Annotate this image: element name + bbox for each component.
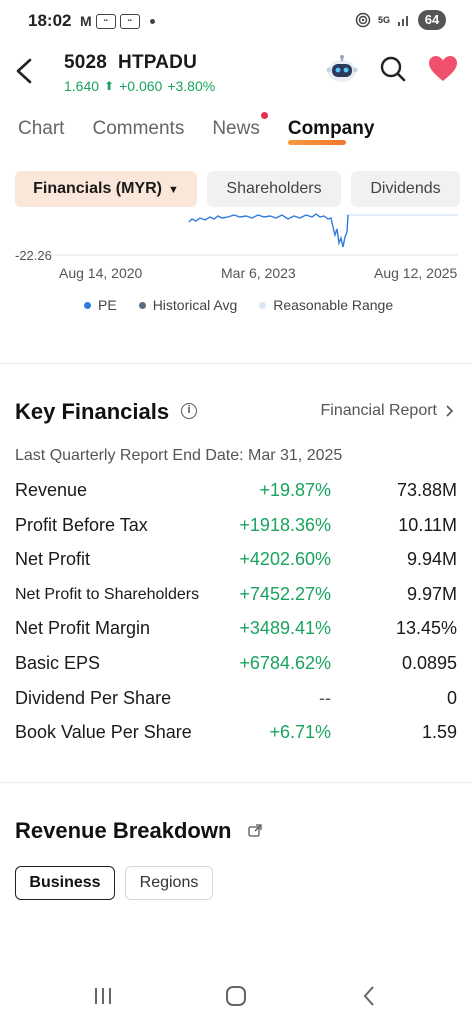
table-row[interactable]: Book Value Per Share +6.71% 1.59 xyxy=(15,722,457,743)
key-financials-table: Revenue +19.87% 73.88M Profit Before Tax… xyxy=(15,472,457,749)
main-tabs: Chart Comments News Company xyxy=(18,112,374,145)
pe-chart-plot xyxy=(15,213,458,256)
financial-report-link[interactable]: Financial Report xyxy=(321,402,455,420)
status-time: 18:02 xyxy=(28,11,72,30)
stock-header: 5028 HTPADU 1.640 ⬆ +0.060 +3.80% xyxy=(0,44,472,100)
stock-price: 1.640 xyxy=(64,78,100,94)
shareholders-chip[interactable]: Shareholders xyxy=(207,171,341,207)
stock-change: +0.060 xyxy=(119,78,163,94)
tab-chart[interactable]: Chart xyxy=(18,118,65,139)
home-icon xyxy=(226,986,246,1006)
legend-dot-icon xyxy=(259,301,267,309)
pe-chart: -22.26 Aug 14, 2020 Mar 6, 2023 Aug 12, … xyxy=(0,207,472,327)
battery-level: 64 xyxy=(418,10,446,30)
legend-item-historical-avg[interactable]: Historical Avg xyxy=(138,297,237,313)
table-row[interactable]: Net Profit Margin +3489.41% 13.45% xyxy=(15,618,457,639)
x-axis-tick: Aug 14, 2020 xyxy=(59,265,143,281)
section-divider xyxy=(0,782,472,783)
legend-dot-icon xyxy=(84,301,91,309)
up-arrow-icon: ⬆ xyxy=(104,79,115,93)
system-back-button[interactable] xyxy=(354,983,384,1009)
notification-icons: M ▪▪ ▪▪ xyxy=(80,13,155,29)
recent-apps-icon xyxy=(95,988,111,1004)
legend-dot-icon xyxy=(138,301,146,309)
active-tab-indicator xyxy=(287,140,346,145)
table-row[interactable]: Net Profit +4202.60% 9.94M xyxy=(15,549,457,570)
table-row[interactable]: Revenue +19.87% 73.88M xyxy=(15,480,457,500)
search-icon xyxy=(380,56,406,82)
header-actions xyxy=(326,54,458,84)
report-end-date: Last Quarterly Report End Date: Mar 31, … xyxy=(15,447,343,464)
mail-notification-icon: M xyxy=(80,13,92,29)
revenue-breakdown-title: Revenue Breakdown xyxy=(15,818,232,843)
table-row[interactable]: Dividend Per Share -- 0 xyxy=(15,687,457,708)
back-icon xyxy=(16,58,32,84)
financials-currency-dropdown[interactable]: Financials (MYR) ▼ xyxy=(15,171,197,207)
info-icon[interactable]: i xyxy=(181,403,197,419)
back-chevron-icon xyxy=(363,986,374,1006)
back-button[interactable] xyxy=(12,54,38,88)
y-axis-tick: -22.26 xyxy=(15,248,52,263)
business-chip[interactable]: Business xyxy=(15,866,115,900)
stock-code: 5028 xyxy=(64,52,108,73)
tab-comments[interactable]: Comments xyxy=(92,118,185,139)
more-notifications-icon xyxy=(149,18,155,24)
stock-name: HTPADU xyxy=(118,52,198,73)
x-axis-tick: Aug 12, 2025 xyxy=(374,265,458,281)
table-row[interactable]: Basic EPS +6784.62% 0.0895 xyxy=(15,652,457,673)
favorite-button[interactable] xyxy=(428,54,458,84)
robot-assistant-icon xyxy=(326,55,358,82)
financials-chip-label: Financials (MYR) xyxy=(33,180,162,197)
share-icon[interactable] xyxy=(248,824,262,837)
status-bar: 18:02 M ▪▪ ▪▪ 5G 64 xyxy=(0,0,472,44)
caret-down-icon: ▼ xyxy=(168,184,179,196)
tab-company[interactable]: Company xyxy=(287,118,374,145)
stock-title: 5028 HTPADU xyxy=(64,52,197,74)
notification-dot xyxy=(260,112,268,119)
app-notification-icon: ▪▪ xyxy=(95,13,116,29)
app-notification-icon: ▪▪ xyxy=(119,13,140,29)
chevron-right-icon xyxy=(446,405,454,417)
key-financials-title: Key Financials xyxy=(15,399,170,424)
regions-chip[interactable]: Regions xyxy=(125,866,213,900)
legend-item-pe[interactable]: PE xyxy=(84,297,117,313)
section-divider xyxy=(0,363,472,364)
recent-apps-button[interactable] xyxy=(88,983,118,1009)
hotspot-icon xyxy=(355,12,371,28)
system-nav-bar xyxy=(0,975,472,1015)
pe-series-line xyxy=(188,213,349,248)
search-button[interactable] xyxy=(378,54,408,84)
robot-assistant-button[interactable] xyxy=(326,54,358,84)
signal-icon xyxy=(398,16,408,26)
table-row[interactable]: Net Profit to Shareholders +7452.27% 9.9… xyxy=(15,583,457,604)
heart-icon xyxy=(429,56,457,81)
stock-quote: 1.640 ⬆ +0.060 +3.80% xyxy=(64,78,215,94)
tab-news[interactable]: News xyxy=(212,112,268,140)
network-type: 5G xyxy=(377,14,390,25)
chart-legend: PE Historical Avg Reasonable Range xyxy=(84,297,393,313)
table-row[interactable]: Profit Before Tax +1918.36% 10.11M xyxy=(15,514,457,535)
dividends-chip[interactable]: Dividends xyxy=(351,171,460,207)
system-icons: 5G 64 xyxy=(355,10,446,30)
home-button[interactable] xyxy=(221,983,251,1009)
x-axis-tick: Mar 6, 2023 xyxy=(221,265,296,281)
stock-change-pct: +3.80% xyxy=(167,78,216,94)
legend-item-reasonable-range[interactable]: Reasonable Range xyxy=(259,297,393,313)
